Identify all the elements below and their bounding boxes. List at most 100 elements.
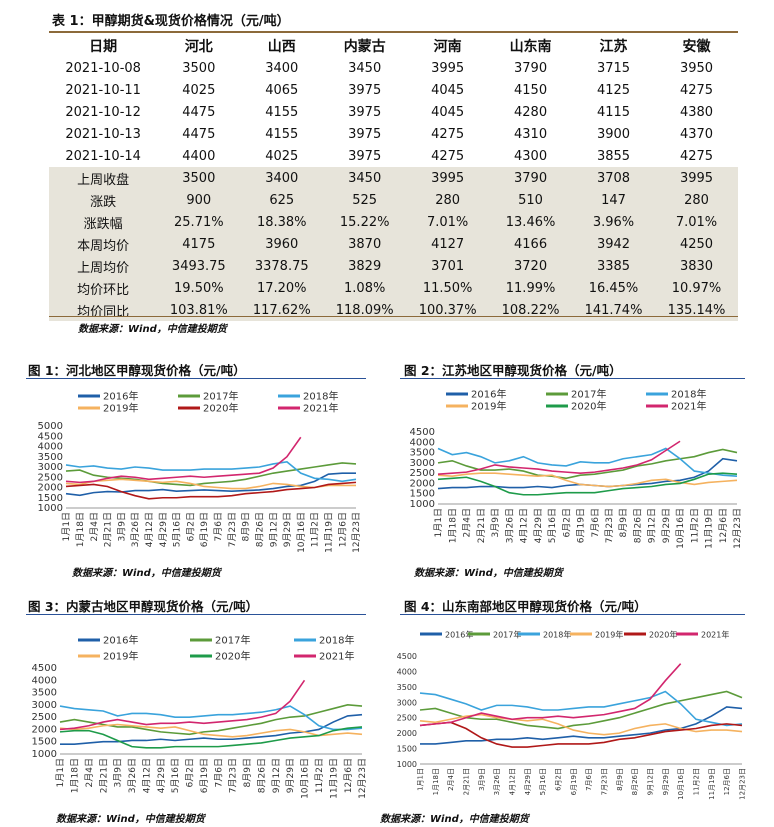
legend-label: 2019年	[471, 400, 506, 413]
legend-label: 2019年	[103, 402, 138, 415]
y-tick-label: 2000	[397, 729, 417, 738]
table-cell: 3942	[596, 236, 631, 252]
x-tick-label: 8月26日	[254, 512, 265, 547]
table-cell: 11.50%	[422, 280, 473, 296]
y-tick-label: 3500	[32, 688, 57, 699]
x-tick-label: 5月16日	[547, 508, 558, 543]
figure-3-rule	[26, 614, 366, 615]
figure-2-title: 图 2：江苏地区甲醇现货价格（元/吨）	[404, 363, 622, 378]
x-tick-label: 4月29日	[156, 758, 167, 793]
y-tick-label: 4000	[38, 442, 63, 453]
row-label: 上周均价	[77, 260, 130, 276]
x-tick-label: 6月19日	[199, 758, 210, 793]
legend-label: 2018年	[671, 388, 706, 401]
figure-4-rule	[400, 614, 745, 615]
legend-label: 2016年	[103, 390, 138, 403]
table-cell: 3900	[596, 126, 631, 142]
table-cell: 3450	[348, 170, 382, 186]
x-tick-label: 3月9日	[116, 512, 127, 541]
table-cell: 3720	[514, 258, 548, 274]
series-line-2018年	[59, 705, 363, 731]
y-tick-label: 4500	[410, 427, 435, 438]
table-cell: 3400	[265, 170, 299, 186]
table-cell: 1.08%	[344, 280, 386, 296]
table-header-cell: 山西	[267, 39, 296, 55]
series-line-2018年	[65, 461, 357, 483]
x-tick-label: 7月23日	[227, 512, 238, 547]
table-header-cell: 内蒙古	[343, 39, 386, 55]
table-cell: 900	[186, 192, 212, 208]
x-tick-label: 3月9日	[113, 758, 124, 787]
x-tick-label: 7月23日	[600, 768, 608, 795]
x-tick-label: 11月19日	[704, 508, 715, 549]
x-tick-label: 9月29日	[661, 508, 672, 543]
legend-label: 2020年	[649, 630, 677, 640]
row-label: 2021-10-11	[65, 82, 141, 98]
x-tick-label: 4月29日	[524, 768, 532, 795]
legend-label: 2017年	[493, 630, 521, 640]
series-line-2020年	[59, 726, 363, 749]
x-tick-label: 4月12日	[519, 508, 530, 543]
table-cell: 4380	[679, 104, 714, 120]
table-row: 上周均价 3493.75 3378.75 3829 3701 3720 3385 3830	[49, 255, 738, 277]
y-tick-label: 2500	[32, 712, 57, 723]
y-tick-label: 1000	[397, 760, 417, 769]
y-tick-label: 1500	[397, 745, 417, 754]
table-cell: 4275	[431, 148, 465, 164]
series-line-2020年	[437, 472, 738, 496]
x-tick-label: 9月29日	[282, 512, 293, 547]
x-tick-label: 5月16日	[170, 758, 181, 793]
legend-label: 2018年	[303, 390, 338, 403]
x-tick-label: 2月4日	[462, 508, 473, 537]
legend-label: 2021年	[701, 630, 729, 640]
table-cell: 3975	[348, 126, 382, 142]
table-row: 均价环比 19.50% 17.20% 1.08% 11.50% 11.99% 16.45% 1…	[49, 277, 738, 299]
series-line-2021年	[419, 663, 682, 727]
x-tick-label: 11月2日	[314, 758, 325, 793]
table-cell: 3378.75	[254, 258, 309, 274]
x-tick-label: 7月23日	[228, 758, 239, 793]
table-cell: 4250	[679, 236, 714, 252]
legend-label: 2018年	[319, 634, 354, 647]
x-tick-label: 7月6日	[585, 768, 593, 791]
table-row: 涨跌 900 625 525 280 510 147 280	[49, 189, 738, 211]
y-tick-label: 1500	[38, 493, 63, 504]
table-cell: 118.09%	[335, 302, 394, 318]
x-tick-label: 4月12日	[508, 768, 516, 795]
figure-1-title: 图 1：河北地区甲醇现货价格（元/吨）	[28, 363, 246, 378]
y-tick-label: 1500	[410, 489, 435, 500]
series-line-2019年	[59, 723, 363, 738]
x-tick-label: 6月2日	[185, 512, 196, 541]
figure-4-title: 图 4：山东南部地区甲醇现货价格（元/吨）	[404, 599, 647, 614]
series-line-2017年	[419, 690, 743, 730]
table-row: 2021-10-14 4400 4025 3975 4275 4300 3855 4275	[49, 145, 738, 167]
table-cell: 3870	[348, 236, 382, 252]
table-row: 2021-10-08 3500 3400 3450 3995 3790 3715 3950	[49, 57, 738, 79]
x-tick-label: 4月12日	[141, 758, 152, 793]
legend-label: 2016年	[471, 388, 506, 401]
x-tick-label: 2月4日	[447, 768, 455, 791]
figure-2-rule	[400, 378, 745, 379]
table-cell: 3701	[431, 258, 465, 274]
table-cell: 280	[684, 192, 709, 208]
x-tick-label: 12月6日	[337, 512, 348, 547]
x-tick-label: 6月2日	[554, 768, 562, 791]
y-tick-label: 2000	[410, 478, 435, 489]
x-tick-label: 2月21日	[103, 512, 114, 547]
x-tick-label: 2月4日	[84, 758, 95, 787]
x-tick-label: 1月1日	[416, 768, 424, 791]
row-label: 2021-10-08	[65, 60, 141, 76]
x-tick-label: 3月26日	[493, 768, 501, 795]
x-tick-label: 1月18日	[75, 512, 86, 547]
y-tick-label: 2000	[38, 483, 63, 494]
table-cell: 4175	[182, 236, 216, 252]
legend-label: 2019年	[103, 650, 138, 663]
y-tick-label: 1000	[38, 503, 63, 514]
x-tick-label: 11月19日	[708, 768, 716, 800]
stat-rows: 上周收盘 3500 3400 3450 3995 3790 3708 3995 涨跌 900 625…	[49, 167, 738, 321]
table-cell: 625	[269, 192, 295, 208]
table-cell: 4150	[514, 82, 548, 98]
table-cell: 4300	[514, 148, 548, 164]
y-tick-label: 4500	[38, 431, 63, 442]
